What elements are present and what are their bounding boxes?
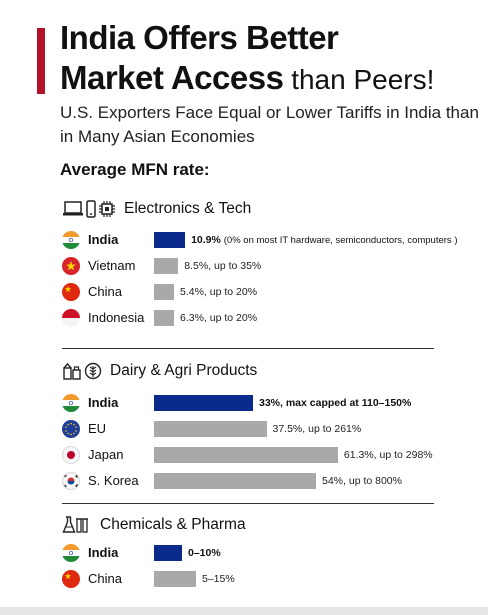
bottom-strip [0,607,488,615]
section-divider [62,503,434,504]
title-line-2: Market Access than Peers! [60,58,480,105]
value-label: 37.5%, up to 261% [272,423,362,435]
india-flag-icon [62,394,80,412]
milk-carton-icon [63,362,81,380]
value-label: 61.3%, up to 298% [343,449,433,461]
bar-row-india-electronics: India 10.9% (0% on most IT hardware, sem… [62,230,482,250]
value-label: 5–15% [202,573,235,585]
value-label: 6.3%, up to 20% [180,312,258,324]
country-label: China [88,284,122,299]
title-accent-bar [37,28,45,94]
title-line-2-normal: than Peers! [283,64,435,95]
chip-icon [99,201,115,217]
title-line-1: India Offers Better [60,19,339,56]
bar-india [154,395,253,411]
bar-china [154,284,174,300]
value-label: 54%, up to 800% [322,475,402,487]
section-title-dairy: Dairy & Agri Products [110,362,258,379]
section-header-dairy: Dairy & Agri Products [62,359,257,383]
mfn-label: Average MFN rate: [60,160,210,179]
flask-icon [62,516,88,533]
grain-icon [84,362,102,380]
value-label: 33%, max capped at 110–150% [259,397,412,409]
dairy-icons [62,362,102,380]
value-label: 10.9% (0% on most IT hardware, semicondu… [191,234,457,246]
country-label: S. Korea [88,473,139,488]
bar-row-eu: EU 37.5%, up to 261% [62,419,482,439]
japan-flag-icon [62,446,80,464]
bar-eu [154,421,267,437]
page-title: India Offers Better Market Access than P… [60,18,480,105]
china-flag-icon [62,570,80,588]
country-label: Indonesia [88,310,145,325]
country-label: India [88,395,119,410]
value-note: (0% on most IT hardware, semiconductors,… [223,235,458,246]
eu-flag-icon [62,420,80,438]
bar-china [154,571,196,587]
section-title-chemicals: Chemicals & Pharma [100,516,246,533]
bar-south-korea [154,473,316,489]
bar-japan [154,447,338,463]
value-label: 5.4%, up to 20% [180,286,258,298]
laptop-icon [63,201,83,216]
indonesia-flag-icon [62,309,80,327]
country-label: EU [88,421,107,436]
bar-row-indonesia: Indonesia 6.3%, up to 20% [62,308,482,328]
value-label: 8.5%, up to 35% [184,260,262,272]
bar-row-south-korea: S. Korea 54%, up to 800% [62,471,482,491]
subtitle: U.S. Exporters Face Equal or Lower Tarif… [60,103,479,146]
south-korea-flag-icon [62,472,80,490]
country-label: China [88,571,122,586]
country-label: Japan [88,447,124,462]
bar-indonesia [154,310,174,326]
bar-row-japan: Japan 61.3%, up to 298% [62,445,482,465]
india-flag-icon [62,544,80,562]
value-text: 10.9% [191,234,221,246]
bar-row-india-chemicals: India 0–10% [62,543,482,563]
bar-row-india-dairy: India 33%, max capped at 110–150% [62,393,482,413]
bar-row-china-electronics: China 5.4%, up to 20% [62,282,482,302]
bar-row-china-chemicals: China 5–15% [62,569,482,589]
title-line-2-bold: Market Access [60,59,284,96]
value-label: 0–10% [188,547,221,559]
china-flag-icon [62,283,80,301]
vietnam-flag-icon [62,257,80,275]
bar-vietnam [154,258,179,274]
chemicals-icons [62,515,92,535]
bar-india [154,232,186,248]
section-divider [62,348,434,349]
bar-india [154,545,182,561]
india-flag-icon [62,231,80,249]
section-header-electronics: Electronics & Tech [62,197,251,221]
electronics-icons [62,200,116,218]
section-title-electronics: Electronics & Tech [124,200,252,217]
section-header-chemicals: Chemicals & Pharma [62,513,246,537]
country-label: India [88,545,119,560]
country-label: Vietnam [88,258,136,273]
bar-row-vietnam: Vietnam 8.5%, up to 35% [62,256,482,276]
phone-icon [86,200,96,218]
country-label: India [88,232,119,247]
